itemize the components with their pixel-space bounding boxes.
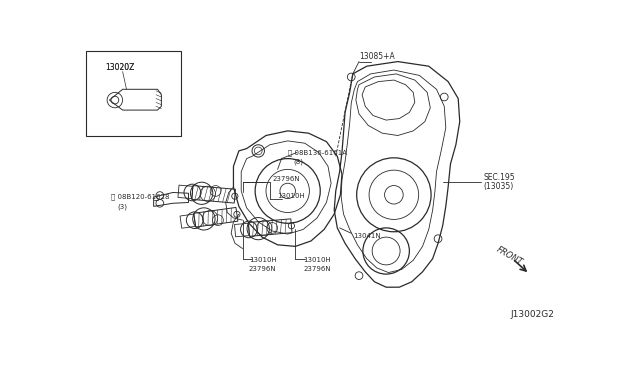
Text: 13085+A: 13085+A	[359, 52, 395, 61]
Text: (3): (3)	[117, 203, 127, 209]
Text: 13010H: 13010H	[249, 257, 276, 263]
Text: J13002G2: J13002G2	[510, 310, 554, 319]
Text: 23796N: 23796N	[249, 266, 276, 272]
Text: Ⓑ 08B120-61628: Ⓑ 08B120-61628	[111, 194, 170, 201]
Text: 13010H: 13010H	[278, 193, 305, 199]
Text: SEC.195: SEC.195	[483, 173, 515, 182]
Text: (13035): (13035)	[483, 182, 513, 191]
Text: Ⓑ 08B136-6161A: Ⓑ 08B136-6161A	[288, 149, 347, 156]
Text: (8): (8)	[293, 158, 303, 165]
Text: 23796N: 23796N	[272, 176, 300, 182]
Text: 13010H: 13010H	[303, 257, 331, 263]
Text: 13020Z: 13020Z	[105, 63, 134, 72]
Text: 23796N: 23796N	[303, 266, 331, 272]
Bar	[86, 51, 180, 135]
Text: FRONT: FRONT	[495, 245, 524, 267]
Text: 13020Z: 13020Z	[105, 63, 134, 72]
Text: 13041N: 13041N	[353, 232, 380, 238]
